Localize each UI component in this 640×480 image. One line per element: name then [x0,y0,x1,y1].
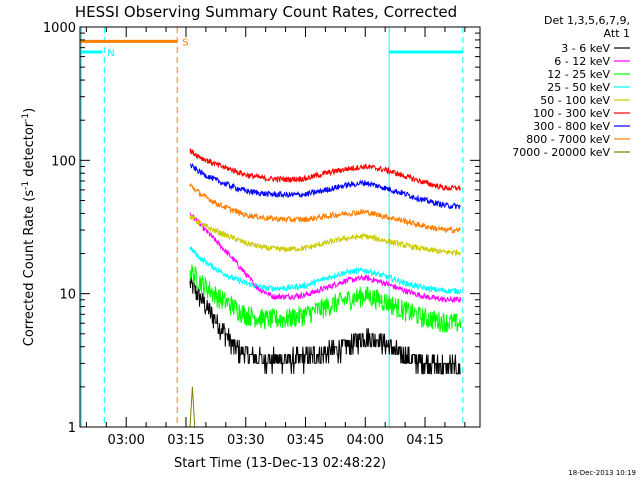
y-tick-label-1: 1 [68,421,76,436]
legend-label-7: 800 - 7000 keV [526,133,610,146]
series-line-6 [189,162,461,210]
x-axis: 03:00 03:15 03:30 03:45 04:00 04:15 [85,27,466,448]
x-tick-label-0300: 03:00 [107,433,144,448]
y-tick-label-1000: 1000 [43,21,76,36]
legend-label-6: 300 - 800 keV [533,120,610,133]
series-line-0 [189,276,461,375]
series-line-2 [189,264,462,333]
y-tick-label-10: 10 [59,288,76,303]
series-line-5 [189,148,462,192]
plot-frame [79,26,481,428]
legend-label-1: 6 - 12 keV [554,55,610,68]
y-axis: 1 10 100 1000 [43,21,480,436]
legend-label-8: 7000 - 20000 keV [512,146,610,159]
series-line-7 [189,182,461,234]
plot-area: NS [80,27,464,428]
legend-label-4: 50 - 100 keV [540,94,610,107]
x-tick-label-0330: 03:30 [227,433,264,448]
legend-label-3: 25 - 50 keV [547,81,610,94]
chart-title: HESSI Observing Summary Count Rates, Cor… [75,3,457,21]
series-line-8 [189,386,196,428]
legend-header-line-1: Det 1,3,5,6,7,9, [544,14,630,27]
y-axis-label: Corrected Count Rate (s-1 detector-1) [21,108,37,346]
series-line-3 [189,246,462,295]
legend-label-2: 12 - 25 keV [547,68,610,81]
legend-label-5: 100 - 300 keV [533,107,610,120]
flag-label-N: N [107,48,114,59]
legend-header-line-2: Att 1 [604,27,630,40]
x-axis-label: Start Time (13-Dec-13 02:48:22) [174,456,386,471]
legend-label-0: 3 - 6 keV [561,42,610,55]
series-line-1 [189,212,462,304]
flag-label-S: S [182,37,188,48]
x-tick-label-0415: 04:15 [406,433,443,448]
footer-timestamp: 18-Dec-2013 10:19 [568,469,636,477]
x-tick-label-0400: 04:00 [347,433,384,448]
series-line-4 [189,214,462,257]
x-tick-label-0345: 03:45 [287,433,324,448]
x-tick-label-0315: 03:15 [167,433,204,448]
y-tick-label-100: 100 [51,154,76,169]
